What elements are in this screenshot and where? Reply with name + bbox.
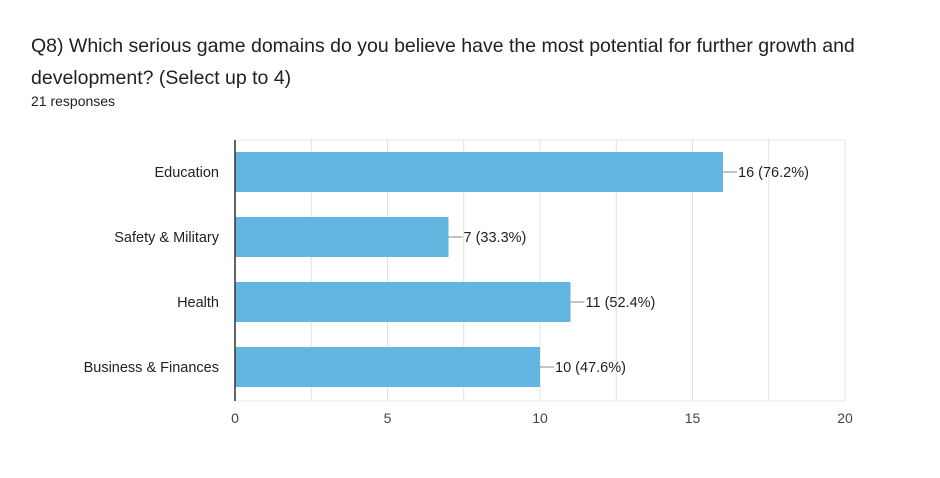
- bar-education: [235, 152, 723, 192]
- labels: 0 5 10 15 20 Education 16 (76.2%) Safety & Mili…: [84, 165, 853, 426]
- x-tick-label: 15: [685, 410, 701, 426]
- data-label: 16 (76.2%): [738, 165, 809, 181]
- x-tick-label: 0: [231, 410, 239, 426]
- category-label: Health: [177, 295, 219, 311]
- response-count: 21 responses: [31, 93, 116, 109]
- question-title: Q8) Which serious game domains do you be…: [31, 35, 855, 89]
- bar-health: [235, 282, 571, 322]
- category-label: Business & Finances: [84, 360, 219, 376]
- x-tick-label: 5: [384, 410, 392, 426]
- x-tick-label: 10: [532, 410, 548, 426]
- data-label: 7 (33.3%): [464, 230, 527, 246]
- bars: [235, 152, 723, 387]
- data-label: 11 (52.4%): [586, 295, 656, 311]
- data-label: 10 (47.6%): [555, 360, 626, 376]
- category-label: Education: [155, 165, 220, 181]
- bar-safety-military: [235, 217, 449, 257]
- bar-business-finances: [235, 347, 540, 387]
- category-label: Safety & Military: [114, 230, 219, 246]
- x-tick-label: 20: [837, 410, 853, 426]
